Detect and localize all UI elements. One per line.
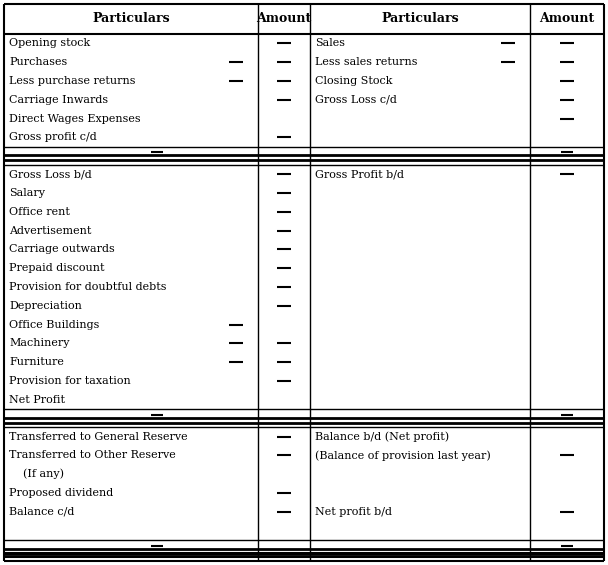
- Text: Less sales returns: Less sales returns: [315, 57, 418, 67]
- Text: Gross Loss c/d: Gross Loss c/d: [315, 95, 397, 105]
- Text: Machinery: Machinery: [9, 338, 69, 349]
- Text: Provision for taxation: Provision for taxation: [9, 376, 131, 386]
- Text: Transferred to General Reserve: Transferred to General Reserve: [9, 432, 188, 442]
- Text: Office rent: Office rent: [9, 207, 70, 217]
- Text: Direct Wages Expenses: Direct Wages Expenses: [9, 114, 140, 124]
- Text: Closing Stock: Closing Stock: [315, 76, 393, 86]
- Text: Proposed dividend: Proposed dividend: [9, 488, 113, 498]
- Text: Furniture: Furniture: [9, 357, 64, 367]
- Text: (If any): (If any): [23, 469, 64, 480]
- Text: Amount: Amount: [257, 12, 312, 25]
- Text: (Balance of provision last year): (Balance of provision last year): [315, 450, 491, 460]
- Text: Provision for doubtful debts: Provision for doubtful debts: [9, 282, 167, 292]
- Text: Net profit b/d: Net profit b/d: [315, 507, 392, 517]
- Text: Advertisement: Advertisement: [9, 225, 91, 236]
- Text: Balance b/d (Net profit): Balance b/d (Net profit): [315, 431, 449, 442]
- Text: Salary: Salary: [9, 188, 45, 198]
- Text: Less purchase returns: Less purchase returns: [9, 76, 136, 86]
- Text: Transferred to Other Reserve: Transferred to Other Reserve: [9, 450, 176, 460]
- Text: Particulars: Particulars: [381, 12, 459, 25]
- Text: Carriage outwards: Carriage outwards: [9, 245, 115, 254]
- Text: Net Profit: Net Profit: [9, 395, 65, 405]
- Text: Particulars: Particulars: [92, 12, 170, 25]
- Text: Gross Loss b/d: Gross Loss b/d: [9, 169, 92, 179]
- Text: Sales: Sales: [315, 38, 345, 49]
- Text: Opening stock: Opening stock: [9, 38, 90, 49]
- Text: Depreciation: Depreciation: [9, 301, 82, 311]
- Text: Office Buildings: Office Buildings: [9, 320, 99, 329]
- Text: Gross profit c/d: Gross profit c/d: [9, 132, 97, 142]
- Text: Carriage Inwards: Carriage Inwards: [9, 95, 108, 105]
- Text: Purchases: Purchases: [9, 57, 67, 67]
- Text: Balance c/d: Balance c/d: [9, 507, 74, 517]
- Text: Gross Profit b/d: Gross Profit b/d: [315, 169, 404, 179]
- Text: Prepaid discount: Prepaid discount: [9, 263, 105, 273]
- Text: Amount: Amount: [539, 12, 595, 25]
